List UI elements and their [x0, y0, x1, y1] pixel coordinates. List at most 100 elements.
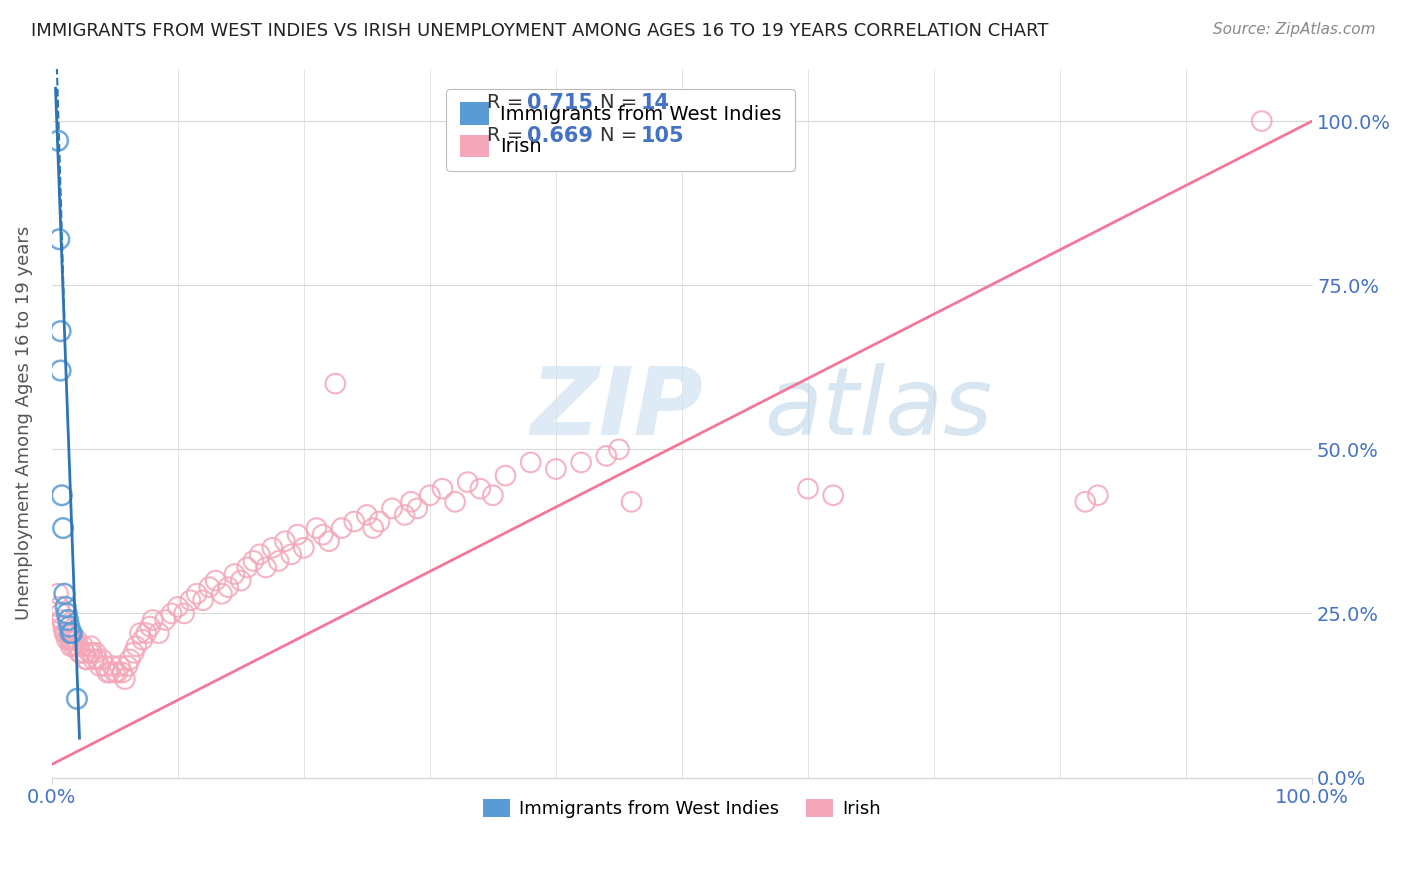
Point [620, 495, 643, 509]
Text: N =: N = [600, 127, 644, 145]
Point [67, 640, 90, 654]
Point [254, 560, 277, 574]
Point [56, 607, 79, 621]
Point [84, 646, 107, 660]
Point [59, 626, 82, 640]
Point [59, 640, 82, 654]
Point [179, 593, 201, 607]
Point [224, 567, 246, 582]
Text: Source: ZipAtlas.com: Source: ZipAtlas.com [1212, 22, 1375, 37]
Legend: Immigrants from West Indies, Irish: Immigrants from West Indies, Irish [475, 791, 889, 825]
Text: 0.715: 0.715 [527, 93, 593, 112]
Point [51, 613, 73, 627]
Point [80, 646, 103, 660]
Point [166, 599, 188, 614]
Point [173, 607, 195, 621]
Point [55, 626, 77, 640]
Text: atlas: atlas [763, 363, 993, 454]
Point [242, 554, 264, 568]
Point [211, 587, 233, 601]
Point [105, 665, 128, 680]
Point [118, 652, 141, 666]
Point [69, 646, 91, 660]
Text: R =: R = [486, 127, 529, 145]
Point [495, 468, 517, 483]
Point [66, 691, 89, 706]
Point [274, 534, 297, 549]
Text: IMMIGRANTS FROM WEST INDIES VS IRISH UNEMPLOYMENT AMONG AGES 16 TO 19 YEARS CORR: IMMIGRANTS FROM WEST INDIES VS IRISH UNE… [31, 22, 1049, 40]
Point [823, 488, 845, 502]
Point [139, 619, 162, 633]
Point [131, 632, 153, 647]
Point [80, 640, 103, 654]
Point [56, 613, 79, 627]
Point [46, 587, 69, 601]
Point [204, 574, 226, 588]
Point [343, 515, 366, 529]
Point [117, 659, 139, 673]
Point [63, 632, 86, 647]
Point [125, 640, 148, 654]
Point [51, 488, 73, 502]
Point [46, 134, 69, 148]
Point [86, 652, 108, 666]
Point [1087, 488, 1109, 502]
Point [96, 665, 118, 680]
Point [62, 640, 84, 654]
Point [330, 521, 353, 535]
Point [53, 587, 76, 601]
Point [91, 652, 114, 666]
Point [60, 626, 83, 640]
Point [470, 482, 492, 496]
Point [129, 626, 152, 640]
Point [249, 547, 271, 561]
Point [60, 632, 83, 647]
Text: 105: 105 [640, 126, 683, 146]
Point [89, 659, 111, 673]
Point [52, 521, 75, 535]
Y-axis label: Unemployment Among Ages 16 to 19 years: Unemployment Among Ages 16 to 19 years [15, 226, 32, 620]
Point [318, 534, 340, 549]
Point [198, 580, 221, 594]
Text: ZIP: ZIP [530, 363, 703, 455]
Point [229, 574, 252, 588]
Point [356, 508, 378, 522]
Point [111, 665, 134, 680]
Point [104, 665, 127, 680]
Point [399, 495, 422, 509]
Point [217, 580, 239, 594]
Point [76, 652, 98, 666]
Point [444, 495, 467, 509]
Point [101, 659, 124, 673]
Point [53, 626, 76, 640]
Point [482, 488, 505, 502]
Point [305, 521, 328, 535]
Point [191, 593, 214, 607]
Point [236, 560, 259, 574]
Point [73, 646, 96, 660]
Point [55, 599, 77, 614]
Point [544, 462, 567, 476]
Point [280, 547, 302, 561]
Point [325, 376, 347, 391]
Point [48, 599, 70, 614]
Point [368, 515, 391, 529]
Point [69, 646, 91, 660]
Point [160, 607, 183, 621]
Point [58, 619, 80, 633]
Point [186, 587, 208, 601]
Point [406, 501, 429, 516]
Point [797, 482, 820, 496]
Point [267, 554, 290, 568]
Point [142, 613, 165, 627]
Point [56, 632, 79, 647]
Text: 14: 14 [640, 93, 669, 112]
Point [48, 232, 70, 246]
Point [607, 442, 630, 457]
Point [312, 527, 335, 541]
Point [292, 541, 315, 555]
Text: 0.669: 0.669 [527, 126, 593, 146]
Point [394, 508, 416, 522]
Point [75, 652, 97, 666]
Point [153, 613, 176, 627]
